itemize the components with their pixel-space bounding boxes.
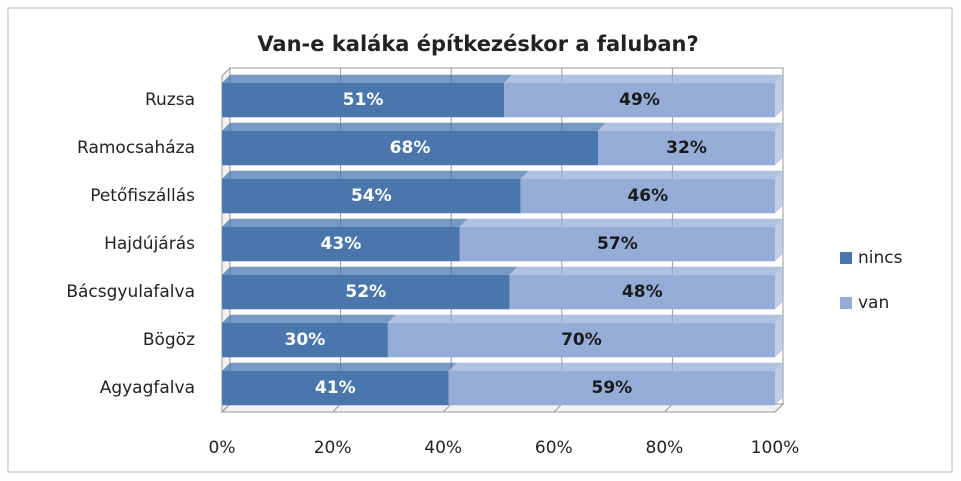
bar bbox=[387, 322, 775, 358]
y-tick-label: Hajdújárás bbox=[104, 234, 195, 254]
value-label: 46% bbox=[627, 186, 668, 206]
x-tick-label: 80% bbox=[646, 438, 684, 458]
bar-top bbox=[520, 170, 783, 179]
value-label: 48% bbox=[622, 282, 663, 302]
bar bbox=[222, 178, 521, 214]
y-tick-label: Ruzsa bbox=[145, 90, 195, 110]
bar-top bbox=[598, 122, 783, 131]
value-label: 43% bbox=[321, 234, 362, 254]
bar bbox=[459, 226, 775, 262]
bar-depth bbox=[775, 170, 783, 214]
bar-top bbox=[509, 266, 783, 275]
bar bbox=[509, 274, 775, 310]
bar bbox=[504, 82, 775, 118]
bar-top bbox=[222, 362, 457, 371]
value-label: 52% bbox=[345, 282, 386, 302]
bar bbox=[520, 178, 775, 214]
chart-title: Van-e kaláka építkezéskor a faluban? bbox=[257, 32, 698, 56]
value-label: 41% bbox=[315, 378, 356, 398]
bar bbox=[222, 226, 460, 262]
bar bbox=[222, 322, 388, 358]
value-label: 59% bbox=[592, 378, 633, 398]
bar-top bbox=[504, 74, 783, 83]
value-label: 49% bbox=[619, 90, 660, 110]
bar bbox=[598, 130, 775, 166]
value-label: 51% bbox=[343, 90, 384, 110]
bar bbox=[222, 82, 505, 118]
bar-top bbox=[222, 266, 518, 275]
bar-top bbox=[387, 314, 783, 323]
bar-top bbox=[222, 218, 468, 227]
x-tick-label: 40% bbox=[424, 438, 462, 458]
legend-label: nincs bbox=[858, 248, 903, 268]
bar-top bbox=[222, 122, 607, 131]
bar-depth bbox=[775, 122, 783, 166]
x-tick-label: 20% bbox=[314, 438, 352, 458]
bar-depth bbox=[775, 266, 783, 310]
bar bbox=[222, 274, 510, 310]
value-label: 70% bbox=[561, 330, 602, 350]
y-tick-label: Bögöz bbox=[143, 330, 195, 350]
value-label: 57% bbox=[597, 234, 638, 254]
bar-depth bbox=[775, 362, 783, 406]
y-tick-label: Ramocsaháza bbox=[77, 138, 195, 158]
value-label: 54% bbox=[351, 186, 392, 206]
bar-depth bbox=[775, 218, 783, 262]
bar-depth bbox=[775, 314, 783, 358]
legend-label: van bbox=[858, 293, 889, 313]
y-tick-label: Petőfiszállás bbox=[90, 186, 195, 206]
value-label: 32% bbox=[666, 138, 707, 158]
bar-depth bbox=[775, 74, 783, 118]
bar bbox=[222, 370, 449, 406]
x-tick-label: 60% bbox=[535, 438, 573, 458]
x-tick-label: 100% bbox=[751, 438, 800, 458]
legend-swatch bbox=[840, 252, 852, 264]
bar-top bbox=[459, 218, 783, 227]
bar-top bbox=[222, 74, 513, 83]
value-label: 68% bbox=[390, 138, 431, 158]
bar bbox=[448, 370, 775, 406]
y-tick-label: Agyagfalva bbox=[100, 378, 195, 398]
y-tick-label: Bácsgyulafalva bbox=[66, 282, 195, 302]
bar-top bbox=[222, 314, 396, 323]
bar-top bbox=[448, 362, 783, 371]
value-label: 30% bbox=[285, 330, 326, 350]
bar bbox=[222, 130, 599, 166]
legend-swatch bbox=[840, 297, 852, 309]
x-tick-label: 0% bbox=[209, 438, 236, 458]
bar-top bbox=[222, 170, 529, 179]
